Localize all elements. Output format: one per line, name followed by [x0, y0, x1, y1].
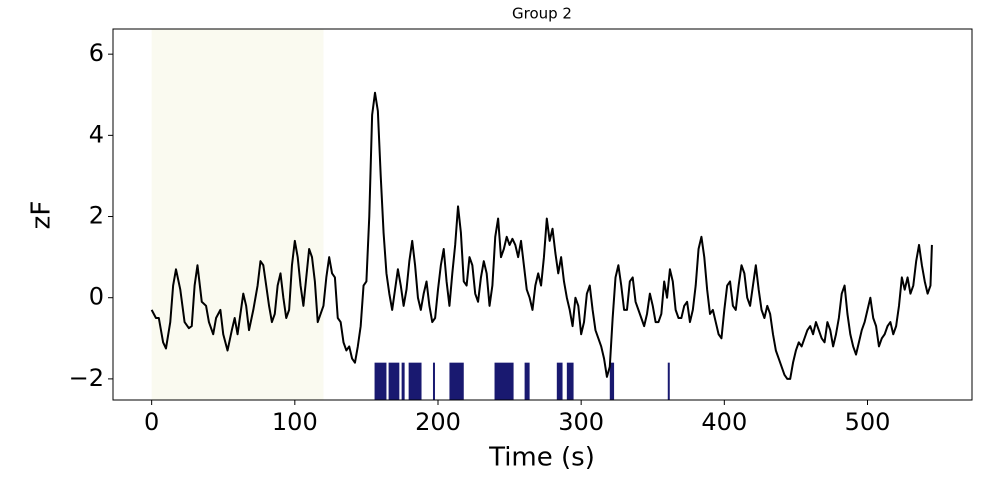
x-tick-label: 400	[701, 408, 747, 436]
y-tick-label: 2	[89, 202, 104, 230]
plot-frame	[112, 28, 973, 401]
x-tick-label: 500	[845, 408, 891, 436]
event-bar	[667, 362, 670, 400]
chart-title: Group 2	[512, 5, 572, 23]
y-tick-label: 0	[89, 283, 104, 311]
x-axis-label: Time (s)	[488, 443, 595, 473]
shaded-region	[151, 29, 324, 400]
y-tick-label: −2	[69, 364, 104, 392]
event-bar	[388, 362, 400, 400]
x-tick-label: 0	[144, 408, 159, 436]
x-tick-label: 100	[272, 408, 318, 436]
y-tick-label: 6	[89, 39, 104, 67]
y-tick-label: 4	[89, 120, 104, 148]
event-bar	[556, 362, 563, 400]
event-bar	[408, 362, 422, 400]
event-bar	[494, 362, 514, 400]
event-bar	[449, 362, 464, 400]
event-bar	[566, 362, 574, 400]
x-tick-label: 300	[558, 408, 604, 436]
y-axis-label: zF	[27, 201, 57, 230]
x-tick-label: 200	[415, 408, 461, 436]
event-bar	[524, 362, 530, 400]
data-line	[150, 91, 933, 380]
event-bar	[401, 362, 405, 400]
event-bar	[609, 362, 615, 400]
event-bar	[374, 362, 387, 400]
event-bar	[432, 362, 435, 400]
